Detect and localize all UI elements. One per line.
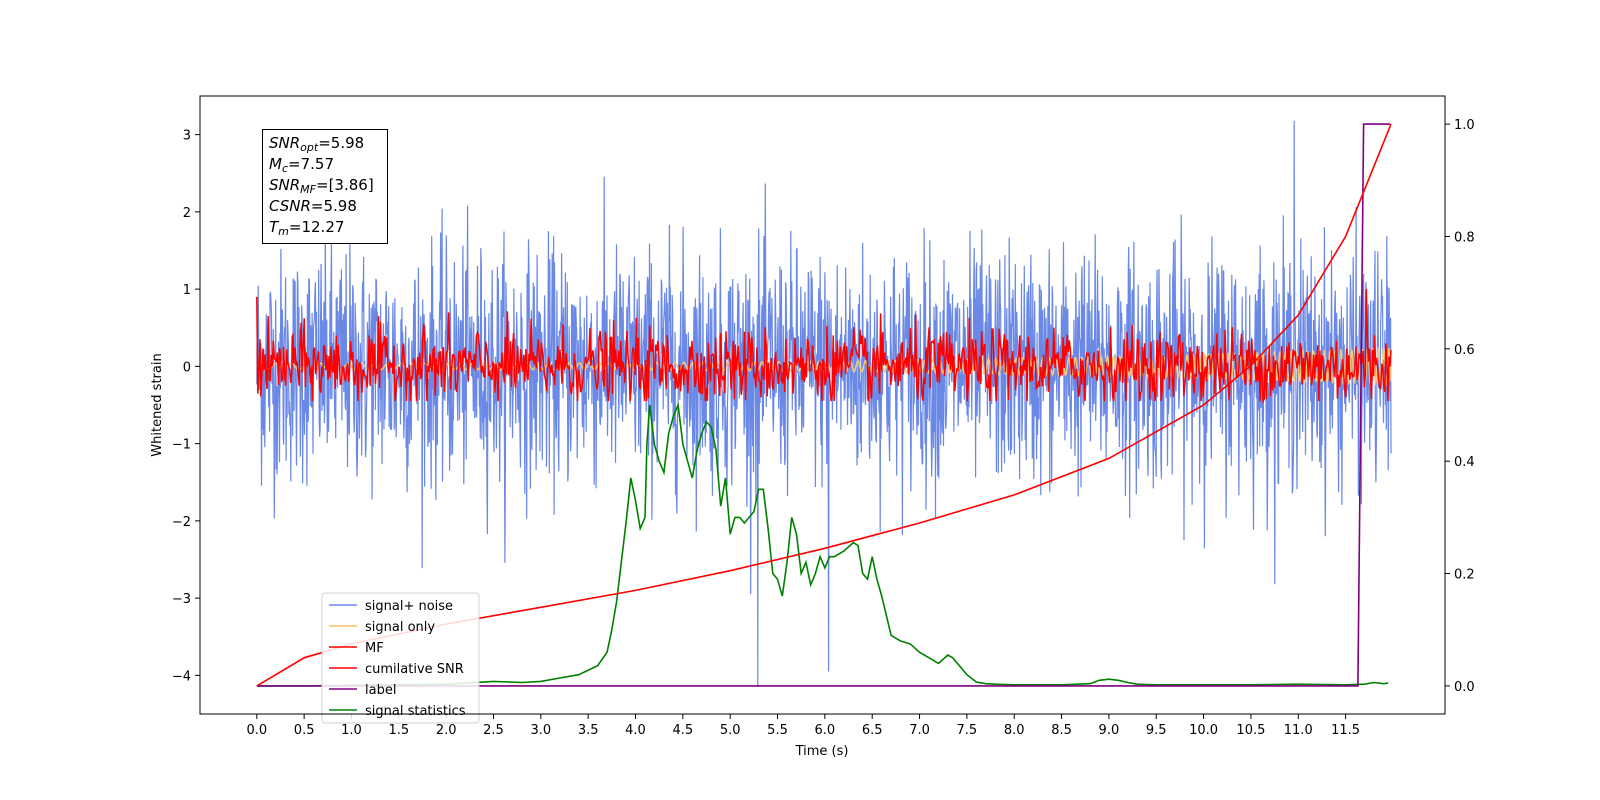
x-tick-label: 1.0 <box>341 723 362 738</box>
x-tick-label: 2.5 <box>483 723 504 738</box>
x-tick-label: 9.0 <box>1099 723 1120 738</box>
x-tick-label: 11.0 <box>1284 723 1313 738</box>
legend-label: signal statistics <box>365 704 466 719</box>
annotation-tm: Tm=12.27 <box>269 218 345 238</box>
y2-tick-label: 0.8 <box>1454 230 1475 245</box>
annotation-snr-opt: SNRopt=5.98 <box>269 134 365 154</box>
y-tick-label: 1 <box>183 283 191 298</box>
legend-label: label <box>365 683 396 698</box>
y2-tick-label: 0.6 <box>1454 343 1475 358</box>
legend-box <box>321 592 480 724</box>
annotation-box: SNRopt=5.98 Mc=7.57 SNRMF=[3.86] CSNR=5.… <box>262 129 388 244</box>
x-tick-label: 11.5 <box>1331 723 1360 738</box>
x-tick-label: 10.0 <box>1189 723 1218 738</box>
y2-tick-label: 0.4 <box>1454 455 1475 470</box>
x-tick-label: 6.5 <box>862 723 883 738</box>
axes-layer: 0.0 0.5 1.0 1.5 2.0 2.5 3.0 3.5 4.0 4.5 5.0 5.5 6.0 6… <box>172 118 1475 738</box>
x-tick-label: 3.0 <box>530 723 551 738</box>
x-tick-label: 5.5 <box>767 723 788 738</box>
y-tick-label: 0 <box>183 360 191 375</box>
x-tick-label: 0.0 <box>246 723 267 738</box>
legend-label: signal+ noise <box>365 599 453 614</box>
series-label <box>256 123 1391 687</box>
x-tick-label: 6.0 <box>815 723 836 738</box>
x-tick-label: 7.5 <box>957 723 978 738</box>
x-axis-label: Time (s) <box>795 744 849 759</box>
y2-tick-label: 0.2 <box>1454 568 1475 583</box>
series-signal-statistics <box>256 401 1389 687</box>
y-tick-label: −2 <box>172 515 191 530</box>
x-tick-label: 9.5 <box>1146 723 1167 738</box>
x-tick-label: 1.5 <box>388 723 409 738</box>
x-tick-label: 8.5 <box>1051 723 1072 738</box>
y-tick-label: −3 <box>172 592 191 607</box>
x-tick-label: 0.5 <box>294 723 315 738</box>
y2-tick-label: 0.0 <box>1454 680 1475 695</box>
x-tick-label: 7.0 <box>909 723 930 738</box>
legend: signal+ noise signal only MF cumilative SNR… <box>321 592 480 724</box>
x-tick-label: 4.5 <box>673 723 694 738</box>
x-tick-label: 3.5 <box>578 723 599 738</box>
x-tick-label: 2.0 <box>436 723 457 738</box>
series-layer <box>256 120 1392 688</box>
x-tick-label: 5.0 <box>720 723 741 738</box>
legend-label: signal only <box>365 620 435 635</box>
y-axis-label: Whitened strain <box>150 353 165 456</box>
x-tick-label: 8.0 <box>1004 723 1025 738</box>
y-tick-label: 3 <box>183 129 191 144</box>
plot-frame <box>199 95 1446 715</box>
series-mf <box>256 289 1392 405</box>
y-tick-label: −1 <box>172 438 191 453</box>
annotation-snr-mf: SNRMF=[3.86] <box>269 176 374 196</box>
y-tick-label: 2 <box>183 206 191 221</box>
y-tick-label: −4 <box>172 669 191 684</box>
x-tick-label: 4.0 <box>625 723 646 738</box>
annotation-mc: Mc=7.57 <box>269 155 334 175</box>
legend-label: cumilative SNR <box>365 662 464 677</box>
annotation-csnr: CSNR=5.98 <box>269 197 357 215</box>
x-tick-label: 10.5 <box>1236 723 1265 738</box>
y2-tick-label: 1.0 <box>1454 118 1475 133</box>
legend-label: MF <box>365 641 384 656</box>
